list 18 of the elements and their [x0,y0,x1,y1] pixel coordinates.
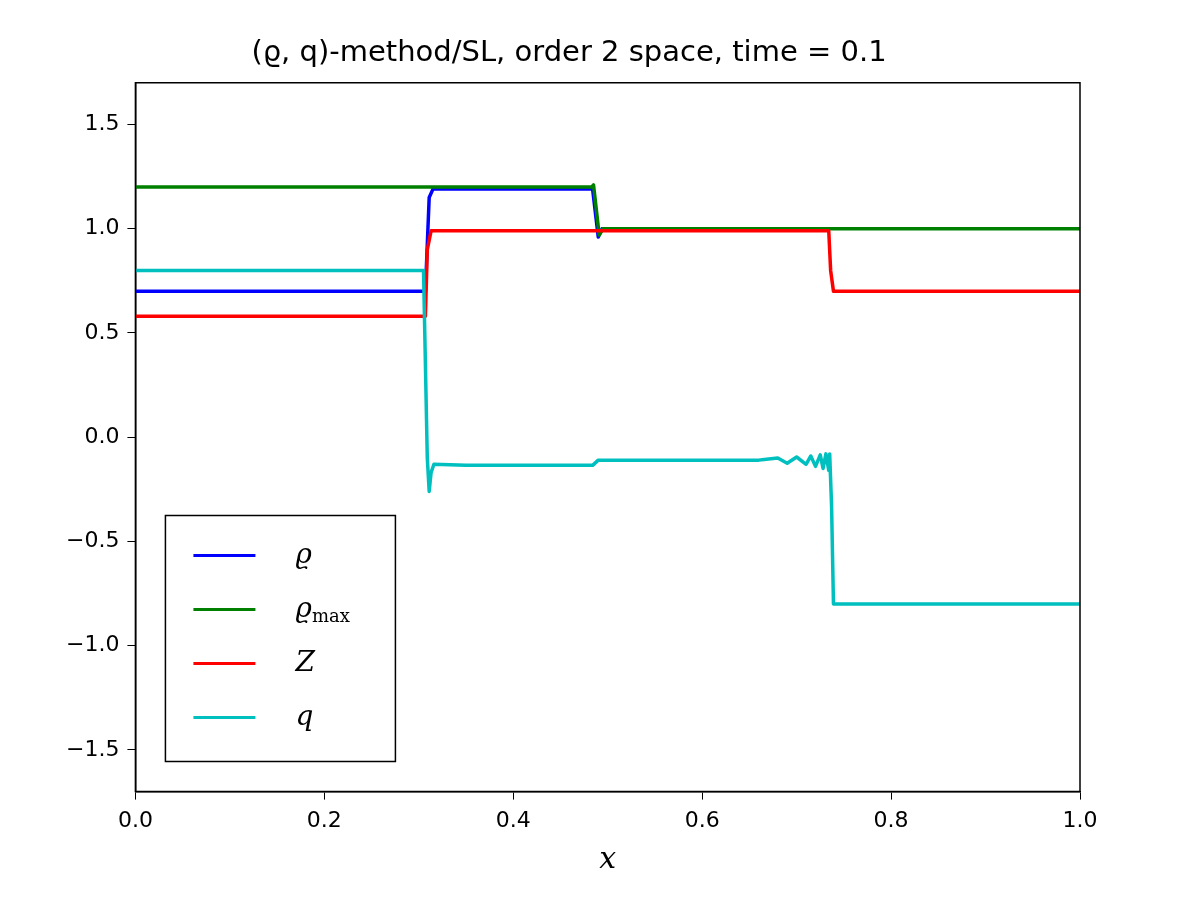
x-tick-label: 0.8 [873,806,909,832]
legend-label: Z [294,644,316,678]
legend-label: q [295,698,314,732]
legend-label: ϱ [295,536,313,570]
y-tick-label: −0.5 [66,527,120,553]
y-tick-label: 0.5 [84,318,120,344]
y-tick-label: 1.0 [84,214,120,240]
y-tick-label: −1.5 [66,735,120,761]
y-tick-label: 1.5 [84,110,120,136]
x-tick-label: 0.0 [117,806,153,832]
y-tick-label: 0.0 [84,422,120,448]
y-tick-label: −1.0 [66,631,120,657]
x-tick-label: 1.0 [1062,806,1098,832]
x-axis-title: x [599,839,617,875]
x-tick-label: 0.4 [495,806,531,832]
chart-title: (ϱ, q)-method/SL, order 2 space, time = 0.1 [251,33,887,68]
x-tick-label: 0.2 [306,806,342,832]
x-tick-label: 0.6 [684,806,720,832]
